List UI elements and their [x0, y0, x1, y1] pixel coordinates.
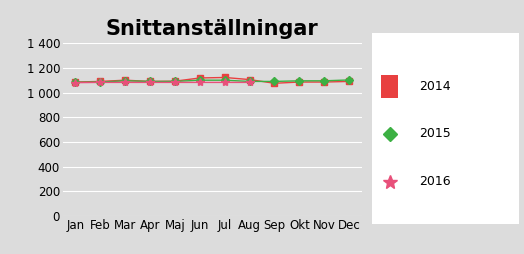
Text: 2016: 2016	[419, 175, 451, 188]
Title: Snittanställningar: Snittanställningar	[106, 19, 319, 39]
Text: 2015: 2015	[419, 128, 451, 140]
Text: 2014: 2014	[419, 80, 451, 93]
FancyBboxPatch shape	[381, 75, 398, 98]
